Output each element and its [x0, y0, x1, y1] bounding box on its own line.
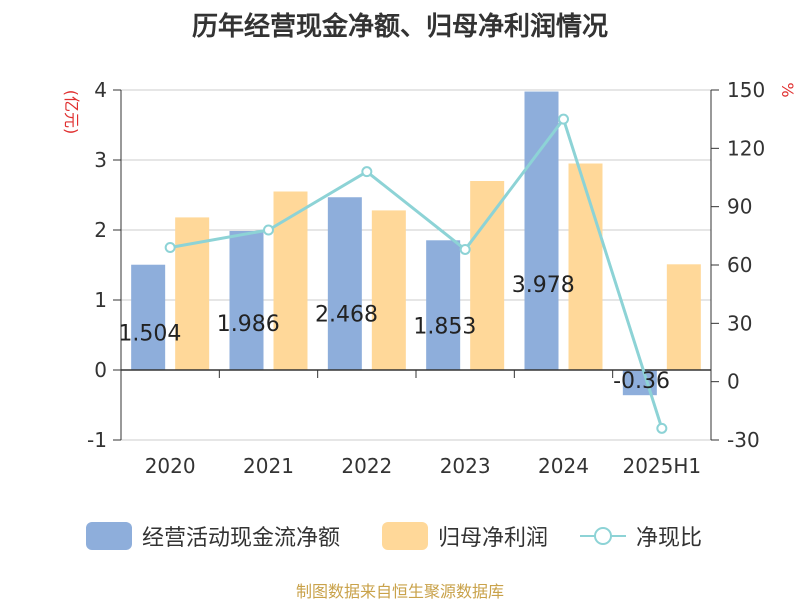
legend-label-ratio: 净现比 [636, 526, 703, 551]
x-tick-label: 2024 [538, 454, 589, 478]
bar-net-profit [568, 163, 603, 370]
y-right-tick-label: 90 [727, 195, 752, 219]
y-left-tick-label: 0 [94, 358, 107, 382]
source-footer: 制图数据来自恒生聚源数据库 [295, 582, 504, 601]
point-ratio [656, 422, 668, 434]
y-right-tick-label: 120 [727, 136, 765, 160]
bar-net-profit [371, 210, 406, 370]
data-label-cashflow: 1.853 [413, 315, 476, 340]
line-ratio [169, 115, 664, 429]
legend-label-net-profit: 归母净利润 [438, 526, 549, 551]
bar-cashflow [327, 197, 362, 370]
y-right-tick-label: 60 [727, 253, 752, 277]
y-left-tick-label: 3 [94, 148, 107, 172]
x-tick-label: 2025H1 [622, 454, 701, 478]
x-tick-label: 2021 [243, 454, 294, 478]
grid-lines [121, 89, 711, 441]
legend: 经营活动现金流净额 归母净利润 净现比 [0, 516, 800, 556]
bars-layer [131, 91, 701, 396]
data-label-cashflow: 2.468 [315, 303, 378, 328]
bar-cashflow [131, 264, 166, 370]
data-label-cashflow: 3.978 [512, 273, 575, 298]
y-right-axis-label: % [778, 82, 797, 97]
data-label-cashflow: 1.986 [217, 312, 280, 337]
axes: -1 0 1 2 3 4 -30 0 30 60 90 120 150 2020 2021 2022 2023 2… [62, 78, 797, 478]
legend-item-cashflow[interactable]: 经营活动现金流净额 [86, 516, 340, 556]
point-ratio [459, 243, 471, 255]
y-left-tick-label: 4 [94, 78, 107, 102]
x-tick-label: 2023 [440, 454, 491, 478]
bar-net-profit [273, 191, 308, 370]
y-left-axis-label: (亿元) [62, 90, 81, 135]
point-ratio [361, 166, 373, 178]
y-right-tick-label: -30 [727, 428, 760, 452]
bar-cashflow [524, 91, 559, 370]
legend-label-cashflow: 经营活动现金流净额 [142, 526, 341, 551]
point-ratio [164, 242, 176, 253]
x-tick-label: 2020 [145, 454, 196, 478]
y-right-tick-label: 150 [727, 78, 765, 102]
legend-item-net-profit[interactable]: 归母净利润 [382, 516, 548, 556]
legend-swatch-cashflow [86, 522, 132, 550]
bar-net-profit [470, 181, 505, 370]
y-left-tick-label: -1 [87, 428, 107, 452]
data-labels-layer: 1.504 1.986 2.468 1.853 3.978 -0.36 [118, 273, 670, 394]
bar-cashflow [229, 230, 264, 370]
line-series-layer [164, 113, 668, 434]
chart-title: 历年经营现金净额、归母净利润情况 [191, 12, 608, 42]
data-label-cashflow: -0.36 [613, 369, 670, 394]
legend-swatch-net-profit [382, 522, 428, 550]
point-ratio [558, 113, 569, 125]
y-right-tick-label: 30 [727, 311, 752, 335]
x-tick-label: 2022 [341, 454, 392, 478]
bar-cashflow [426, 240, 461, 370]
bar-net-profit [666, 264, 701, 370]
data-label-cashflow: 1.504 [118, 322, 181, 347]
y-right-tick-label: 0 [727, 370, 740, 394]
legend-swatch-ratio [580, 522, 626, 550]
legend-item-ratio[interactable]: 净现比 [580, 516, 702, 556]
y-left-tick-label: 1 [94, 288, 107, 312]
point-ratio [263, 224, 274, 236]
y-left-tick-label: 2 [94, 218, 107, 242]
